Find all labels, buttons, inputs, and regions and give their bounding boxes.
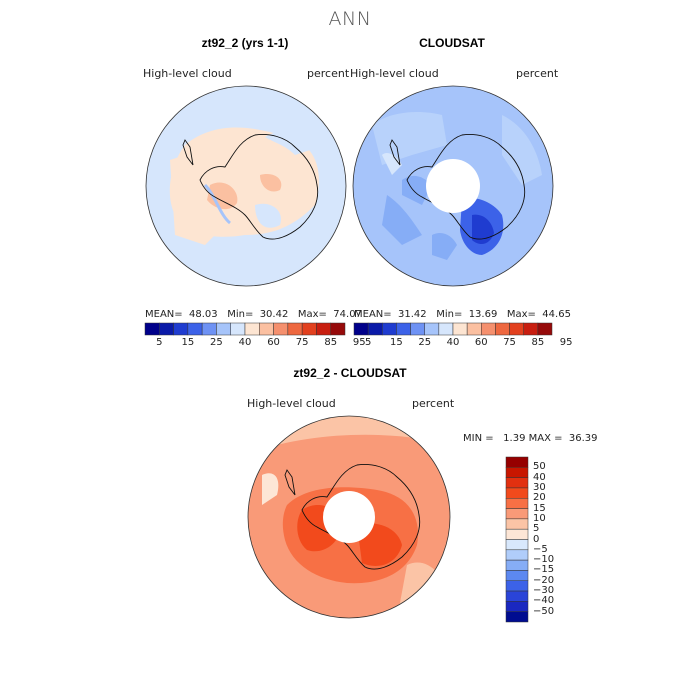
panel-1-colorbar-labels: 5 15 25 40 60 75 85 95 bbox=[145, 337, 366, 351]
colorbar-tick-label: 5 bbox=[156, 337, 163, 348]
colorbar-swatch bbox=[481, 322, 496, 336]
panel-2-map bbox=[352, 85, 554, 287]
colorbar-tick-label: 75 bbox=[503, 337, 516, 348]
panel-1-colorbar bbox=[144, 322, 346, 336]
colorbar-tick-label: −30 bbox=[533, 585, 555, 597]
colorbar-swatch bbox=[424, 322, 440, 336]
panel-1-title: zt92_2 (yrs 1-1) bbox=[201, 36, 289, 50]
colorbar-swatch bbox=[505, 601, 529, 612]
panel-3-colorbar bbox=[505, 456, 529, 623]
colorbar-swatch bbox=[505, 590, 529, 602]
colorbar-swatch bbox=[466, 322, 482, 336]
colorbar-tick-label: −50 bbox=[533, 605, 555, 617]
colorbar-tick-label: 85 bbox=[324, 337, 338, 348]
colorbar-swatch bbox=[259, 322, 274, 336]
colorbar-tick-label: 15 bbox=[181, 337, 195, 348]
colorbar-tick-label: 40 bbox=[238, 337, 252, 348]
colorbar-tick-label: 10 bbox=[533, 512, 546, 524]
colorbar-swatch bbox=[452, 322, 468, 336]
panel-2-title: CLOUDSAT bbox=[419, 36, 485, 50]
colorbar-tick-label: 15 bbox=[533, 502, 546, 514]
colorbar-tick-label: 30 bbox=[533, 481, 546, 493]
colorbar-swatch bbox=[330, 322, 346, 336]
panel-3-units: percent bbox=[412, 397, 455, 410]
panel-2-colorbar bbox=[353, 322, 553, 336]
colorbar-swatch bbox=[509, 322, 524, 336]
colorbar-tick-label: 60 bbox=[267, 337, 280, 348]
colorbar-tick-label: −15 bbox=[533, 564, 555, 576]
panel-2-units: percent bbox=[516, 67, 559, 80]
colorbar-swatch bbox=[505, 549, 529, 561]
colorbar-tick-label: 50 bbox=[533, 461, 546, 473]
panel-2-variable: High-level cloud bbox=[350, 67, 439, 80]
colorbar-swatch bbox=[187, 322, 203, 336]
figure-title: ANN bbox=[328, 8, 372, 30]
colorbar-swatch bbox=[159, 322, 174, 336]
colorbar-swatch bbox=[244, 322, 260, 336]
colorbar-swatch bbox=[505, 508, 529, 520]
colorbar-swatch bbox=[230, 322, 246, 336]
colorbar-swatch bbox=[438, 322, 454, 336]
panel-3-colorbar-labels: 50 40 30 20 15 10 5 0 −5 −10 −15 −20 −30 −40 −50 bbox=[533, 457, 573, 622]
colorbar-swatch bbox=[505, 559, 529, 571]
colorbar-swatch bbox=[273, 322, 289, 336]
panel-3-variable: High-level cloud bbox=[247, 397, 336, 410]
colorbar-swatch bbox=[523, 322, 539, 336]
colorbar-swatch bbox=[287, 322, 303, 336]
colorbar-swatch bbox=[396, 322, 411, 336]
colorbar-swatch bbox=[505, 477, 529, 489]
colorbar-swatch bbox=[495, 322, 510, 336]
colorbar-swatch bbox=[505, 611, 529, 623]
colorbar-swatch bbox=[505, 539, 529, 551]
colorbar-tick-label: −40 bbox=[533, 595, 555, 607]
colorbar-swatch bbox=[505, 467, 529, 478]
panel-1-variable: High-level cloud bbox=[143, 67, 232, 80]
colorbar-swatch bbox=[410, 322, 425, 336]
colorbar-tick-label: 75 bbox=[295, 337, 309, 348]
panel-3-map bbox=[247, 415, 451, 619]
colorbar-tick-label: 15 bbox=[390, 337, 403, 348]
colorbar-swatch bbox=[173, 322, 189, 336]
colorbar-tick-label: 85 bbox=[531, 337, 545, 348]
colorbar-tick-label: 95 bbox=[352, 337, 366, 348]
colorbar-tick-label: −10 bbox=[533, 554, 555, 566]
colorbar-swatch bbox=[505, 580, 529, 592]
colorbar-tick-label: 5 bbox=[533, 523, 540, 535]
colorbar-swatch bbox=[382, 322, 397, 336]
panel-1-map bbox=[145, 85, 347, 287]
colorbar-tick-label: 40 bbox=[446, 337, 460, 348]
colorbar-swatch bbox=[301, 322, 317, 336]
colorbar-swatch bbox=[201, 322, 217, 336]
panel-1-units: percent bbox=[307, 67, 350, 80]
colorbar-swatch bbox=[505, 456, 529, 468]
colorbar-swatch bbox=[316, 322, 331, 336]
colorbar-swatch bbox=[505, 498, 529, 509]
colorbar-tick-label: −20 bbox=[533, 574, 555, 586]
colorbar-tick-label: −5 bbox=[533, 543, 548, 555]
colorbar-swatch bbox=[505, 570, 529, 581]
colorbar-swatch bbox=[505, 518, 529, 530]
panel-1-stats: MEAN= 48.03 Min= 30.42 Max= 74.07 bbox=[145, 309, 362, 320]
colorbar-tick-label: 25 bbox=[418, 337, 432, 348]
panel-3-stats: MIN = 1.39 MAX = 36.39 bbox=[463, 433, 598, 444]
colorbar-swatch bbox=[505, 528, 529, 540]
colorbar-swatch bbox=[537, 322, 553, 336]
panel-2-colorbar-labels: 5 15 25 40 60 75 85 95 bbox=[354, 337, 573, 351]
colorbar-tick-label: 5 bbox=[364, 337, 372, 348]
panel-3-title: zt92_2 - CLOUDSAT bbox=[293, 366, 407, 380]
colorbar-tick-label: 60 bbox=[474, 337, 488, 348]
colorbar-swatch bbox=[216, 322, 231, 336]
colorbar-swatch bbox=[353, 322, 369, 336]
colorbar-tick-label: 25 bbox=[210, 337, 223, 348]
colorbar-swatch bbox=[367, 322, 383, 336]
colorbar-tick-label: 0 bbox=[533, 533, 540, 545]
colorbar-tick-label: 40 bbox=[533, 471, 546, 483]
colorbar-tick-label: 20 bbox=[533, 492, 546, 504]
colorbar-swatch bbox=[144, 322, 160, 336]
panel-2-stats: MEAN= 31.42 Min= 13.69 Max= 44.65 bbox=[354, 309, 571, 320]
colorbar-swatch bbox=[505, 487, 529, 499]
colorbar-tick-label: 95 bbox=[559, 337, 573, 348]
